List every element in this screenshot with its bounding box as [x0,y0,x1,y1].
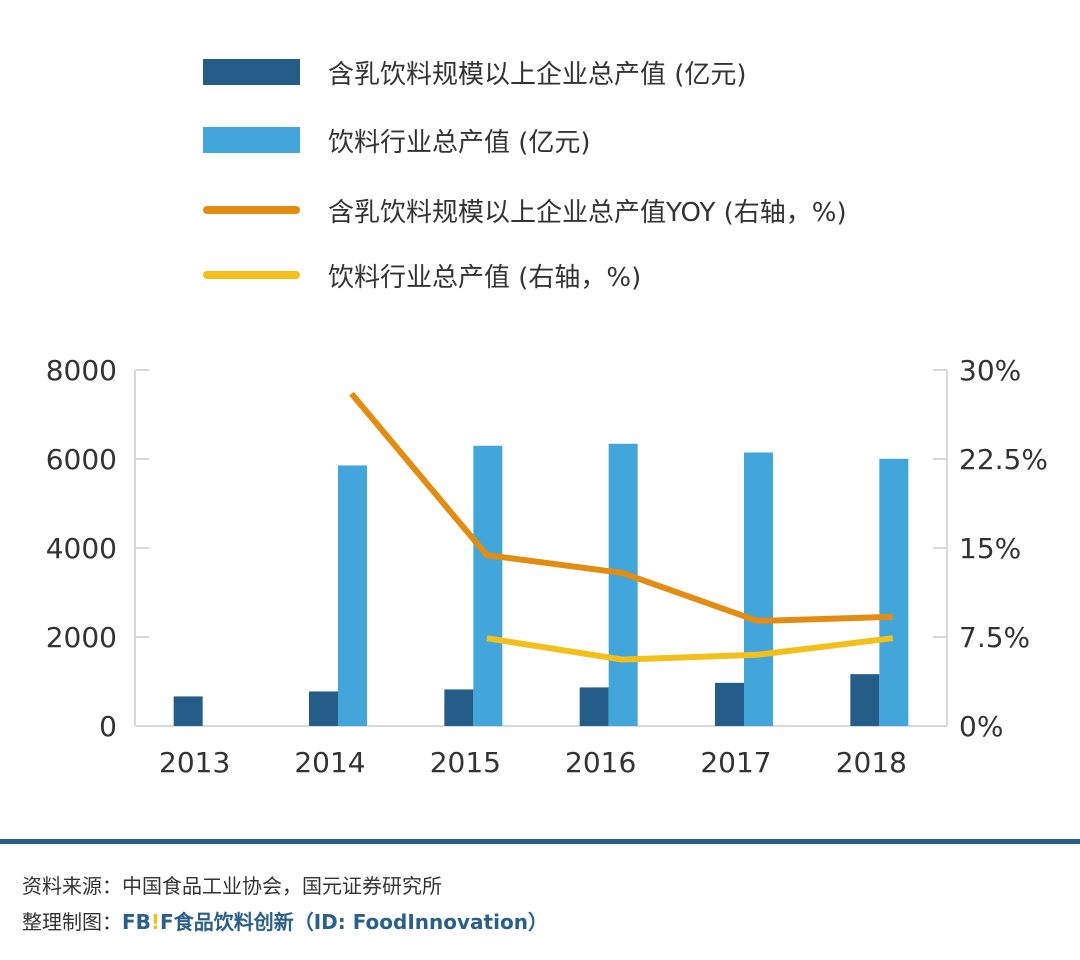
y-right-tick-label: 15% [959,532,1021,565]
legend-label: 含乳饮料规模以上企业总产值 (亿元) [328,59,747,90]
legend-label: 饮料行业总产值 (右轴，%) [328,262,642,293]
credit-line: 整理制图：FB!F食品饮料创新（ID: FoodInnovation） [22,906,548,935]
bar-2013-s0 [173,696,203,726]
bar-2014-s0 [309,691,338,726]
bar-2018-s0 [850,674,880,726]
y-left-tick-label: 4000 [46,532,117,565]
bar-2015-s0 [444,689,474,726]
x-tick-label: 2018 [836,746,907,779]
bar-2018-s1 [879,458,909,726]
bar-2016-s1 [608,443,638,726]
x-tick-label: 2015 [430,746,501,779]
y-right-tick-label: 0% [959,710,1003,743]
legend-swatch [203,206,300,214]
bar-2016-s0 [579,687,609,726]
credit-label: 整理制图： [22,910,122,934]
source-note: 资料来源：中国食品工业协会，国元证券研究所 [22,874,442,898]
bar-2017-s0 [715,682,744,726]
legend-item: 饮料行业总产值 (亿元) [203,120,591,160]
legend-swatch [203,127,300,153]
legend-swatch [203,59,300,85]
bar-2014-s1 [338,465,367,726]
legend-label: 饮料行业总产值 (亿元) [328,127,591,158]
y-left-tick-label: 0 [99,710,117,743]
x-tick-label: 2016 [565,746,636,779]
y-left-tick-label: 8000 [46,354,117,387]
footer-divider [0,839,1080,844]
y-left-tick-label: 6000 [46,443,117,476]
y-right-tick-label: 7.5% [959,621,1030,654]
legend-label: 含乳饮料规模以上企业总产值YOY (右轴，%) [328,197,847,228]
brand-name: 食品饮料创新（ID: FoodInnovation） [173,910,548,934]
legend-item: 含乳饮料规模以上企业总产值 (亿元) [203,52,747,92]
y-right-tick-label: 22.5% [959,443,1048,476]
brand-logo: FB!F [122,910,174,934]
y-left-tick-label: 2000 [46,621,117,654]
line-series-1 [486,635,894,663]
x-tick-label: 2017 [700,746,771,779]
bar-2015-s1 [473,445,503,726]
bar-2017-s1 [744,452,773,726]
legend-item: 含乳饮料规模以上企业总产值YOY (右轴，%) [203,190,847,230]
y-right-tick-label: 30% [959,354,1021,387]
legend-swatch [203,271,300,279]
x-tick-label: 2013 [159,746,230,779]
x-tick-label: 2014 [294,746,365,779]
legend-item: 饮料行业总产值 (右轴，%) [203,255,641,295]
chart: 0 2000 4000 6000 8000 0% 7.5% 15% 22.5% 30% 2013 20… [46,354,1048,779]
